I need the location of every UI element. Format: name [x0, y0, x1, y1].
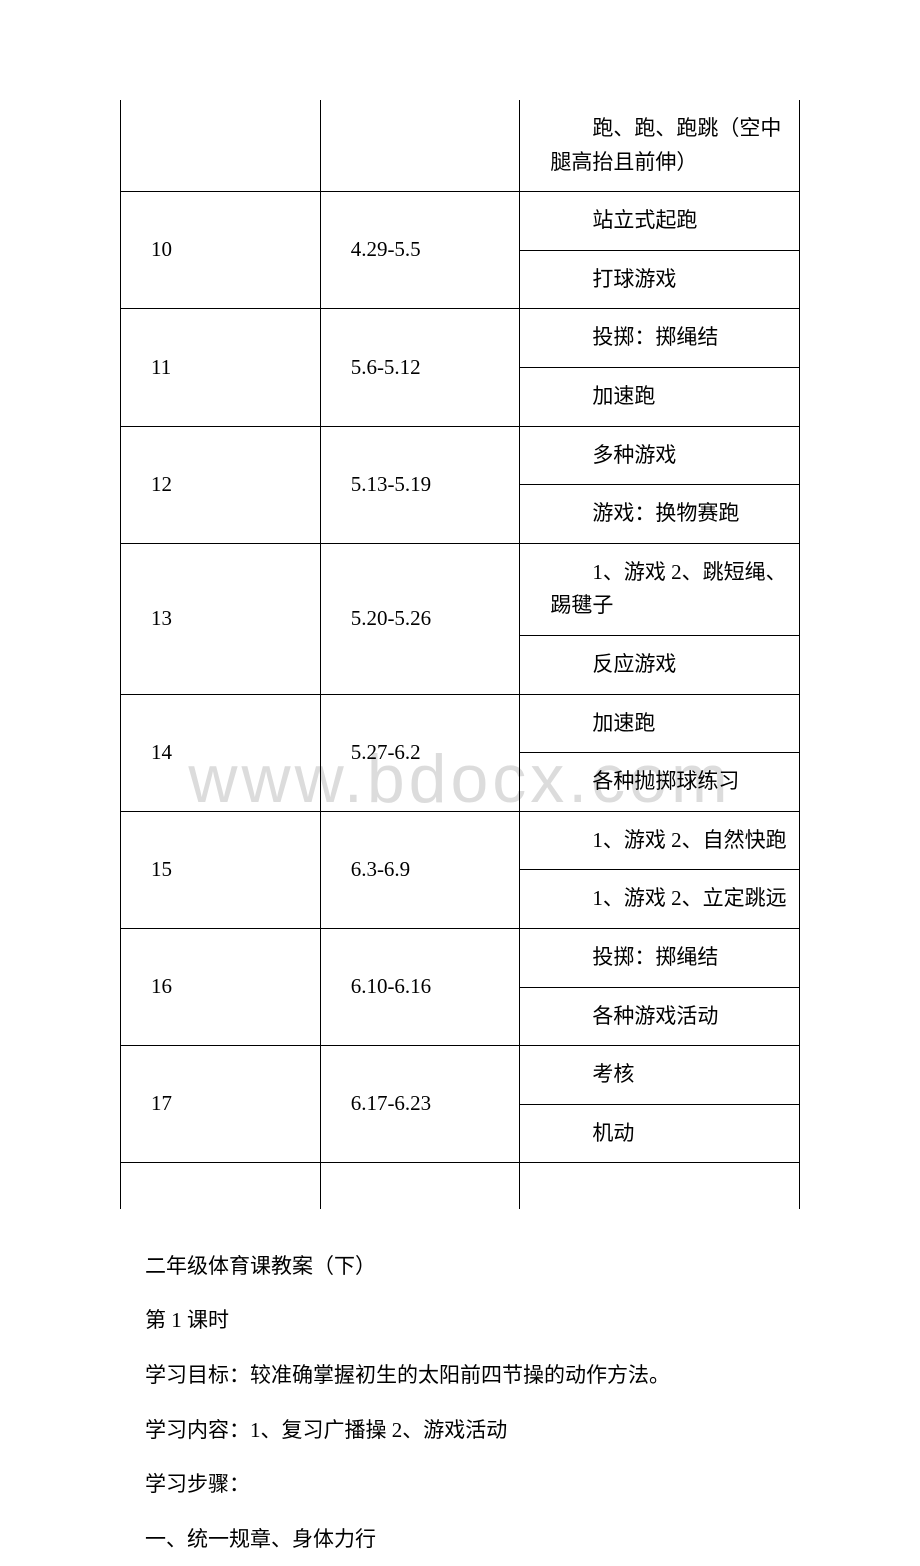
content-cell: 站立式起跑	[520, 192, 800, 251]
content-cell: 机动	[520, 1104, 800, 1163]
content-cell: 各种游戏活动	[520, 987, 800, 1046]
date-cell: 5.13-5.19	[320, 426, 520, 543]
date-cell: 4.29-5.5	[320, 192, 520, 309]
week-cell: 11	[121, 309, 321, 426]
date-cell: 6.17-6.23	[320, 1046, 520, 1163]
content-cell: 打球游戏	[520, 250, 800, 309]
date-cell: 5.6-5.12	[320, 309, 520, 426]
week-cell: 17	[121, 1046, 321, 1163]
content-cell: 1、游戏 2、跳短绳、踢毽子	[520, 543, 800, 635]
content-cell: 加速跑	[520, 694, 800, 753]
table-row: 跑、跑、跑跳（空中腿高抬且前伸）	[121, 100, 800, 192]
schedule-table: 跑、跑、跑跳（空中腿高抬且前伸）104.29-5.5 站立式起跑 打球游戏115…	[120, 100, 800, 1209]
week-cell: 15	[121, 811, 321, 928]
table-row: 156.3-6.9 1、游戏 2、自然快跑	[121, 811, 800, 870]
content-cell: 多种游戏	[520, 426, 800, 485]
date-cell: 5.27-6.2	[320, 694, 520, 811]
week-cell: 12	[121, 426, 321, 543]
body-paragraph: 学习步骤：	[145, 1457, 820, 1512]
body-paragraph: 学习目标：较准确掌握初生的太阳前四节操的动作方法。	[145, 1348, 820, 1403]
content-cell: 考核	[520, 1046, 800, 1105]
body-paragraph: 一、统一规章、身体力行	[145, 1512, 820, 1566]
date-cell: 5.20-5.26	[320, 543, 520, 694]
body-paragraph: 学习内容：1、复习广播操 2、游戏活动	[145, 1403, 820, 1458]
empty-cell	[520, 1163, 800, 1209]
content-cell: 投掷：掷绳结	[520, 309, 800, 368]
week-cell: 13	[121, 543, 321, 694]
content-cell: 1、游戏 2、立定跳远	[520, 870, 800, 929]
date-cell: 6.10-6.16	[320, 928, 520, 1045]
empty-cell	[121, 1163, 321, 1209]
page: www.bdocx.com 跑、跑、跑跳（空中腿高抬且前伸）104.29-5.5…	[0, 100, 920, 1566]
week-cell: 14	[121, 694, 321, 811]
date-cell	[320, 100, 520, 192]
content-cell: 1、游戏 2、自然快跑	[520, 811, 800, 870]
table-row: 166.10-6.16 投掷：掷绳结	[121, 928, 800, 987]
table-row: 145.27-6.2 加速跑	[121, 694, 800, 753]
body-paragraph: 二年级体育课教案（下）	[145, 1239, 820, 1294]
body-text-block: 二年级体育课教案（下）第 1 课时学习目标：较准确掌握初生的太阳前四节操的动作方…	[145, 1239, 820, 1566]
week-cell: 16	[121, 928, 321, 1045]
content-cell: 游戏：换物赛跑	[520, 485, 800, 544]
week-cell	[121, 100, 321, 192]
content-cell: 加速跑	[520, 367, 800, 426]
table-row: 104.29-5.5 站立式起跑	[121, 192, 800, 251]
content-cell: 投掷：掷绳结	[520, 928, 800, 987]
content-cell: 反应游戏	[520, 635, 800, 694]
date-cell: 6.3-6.9	[320, 811, 520, 928]
table-row: 176.17-6.23 考核	[121, 1046, 800, 1105]
table-row: 115.6-5.12 投掷：掷绳结	[121, 309, 800, 368]
content-cell: 各种抛掷球练习	[520, 753, 800, 812]
empty-cell	[320, 1163, 520, 1209]
content-cell: 跑、跑、跑跳（空中腿高抬且前伸）	[520, 100, 800, 192]
table-row: 135.20-5.26 1、游戏 2、跳短绳、踢毽子	[121, 543, 800, 635]
table-row: 125.13-5.19 多种游戏	[121, 426, 800, 485]
table-row	[121, 1163, 800, 1209]
week-cell: 10	[121, 192, 321, 309]
